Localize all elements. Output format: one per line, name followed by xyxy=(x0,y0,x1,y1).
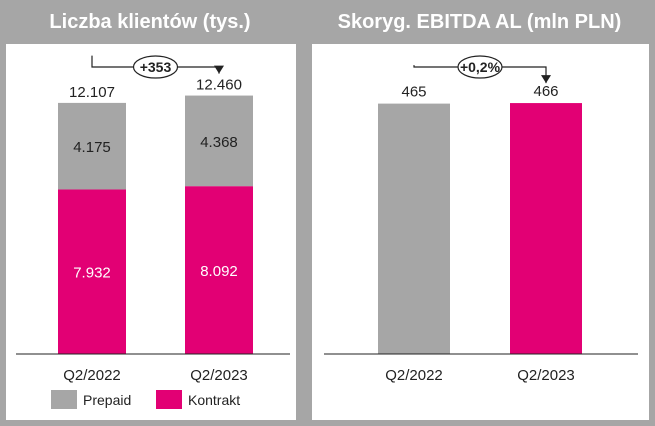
data-label: 466 xyxy=(533,83,558,100)
bar-kontrakt xyxy=(185,186,253,354)
data-label-kontrakt: 7.932 xyxy=(73,265,111,282)
change-label: +353 xyxy=(140,59,172,75)
ebitda-chart: 465 Q2/2022 466 Q2/2023 +0,2% xyxy=(324,55,638,384)
change-label: +0,2% xyxy=(460,59,501,75)
left-panel: Liczba klientów (tys.) 7.932 4.175 12.107 Q… xyxy=(0,0,300,426)
category-label: Q2/2022 xyxy=(63,367,121,384)
data-label-kontrakt: 8.092 xyxy=(200,263,238,280)
chart-title: Liczba klientów (tys.) xyxy=(49,10,251,33)
plot-area: 7.932 4.175 12.107 Q2/2022 8.092 4.368 12.460 Q… xyxy=(6,44,296,420)
total-label: 12.107 xyxy=(69,84,115,101)
category-label: Q2/2023 xyxy=(517,367,575,384)
change-bubble xyxy=(457,55,503,79)
total-label: 12.460 xyxy=(196,77,242,94)
bar-prepaid xyxy=(185,95,253,187)
bar-kontrakt xyxy=(58,189,126,354)
bar-ebitda xyxy=(510,103,582,354)
bar-ebitda xyxy=(378,103,450,354)
legend-swatch-prepaid xyxy=(51,390,77,409)
change-arrowhead xyxy=(541,75,551,84)
legend-label-kontrakt: Kontrakt xyxy=(188,392,240,408)
change-arrowhead xyxy=(214,65,224,74)
plot-area: 465 Q2/2022 466 Q2/2023 +0,2% xyxy=(312,44,649,420)
data-label-prepaid: 4.368 xyxy=(200,134,238,151)
bar-prepaid xyxy=(58,102,126,190)
data-label-prepaid: 4.175 xyxy=(73,139,111,156)
category-label: Q2/2023 xyxy=(190,367,248,384)
category-label: Q2/2022 xyxy=(385,367,443,384)
legend-swatch-kontrakt xyxy=(156,390,182,409)
right-panel: Skoryg. EBITDA AL (mln PLN) 465 Q2/2022 46… xyxy=(304,0,655,426)
data-label: 465 xyxy=(401,84,426,101)
change-bubble xyxy=(132,55,179,79)
customers-chart: 7.932 4.175 12.107 Q2/2022 8.092 4.368 12.460 Q… xyxy=(16,55,290,409)
chart-title: Skoryg. EBITDA AL (mln PLN) xyxy=(337,10,622,33)
legend-label-prepaid: Prepaid xyxy=(83,392,131,408)
